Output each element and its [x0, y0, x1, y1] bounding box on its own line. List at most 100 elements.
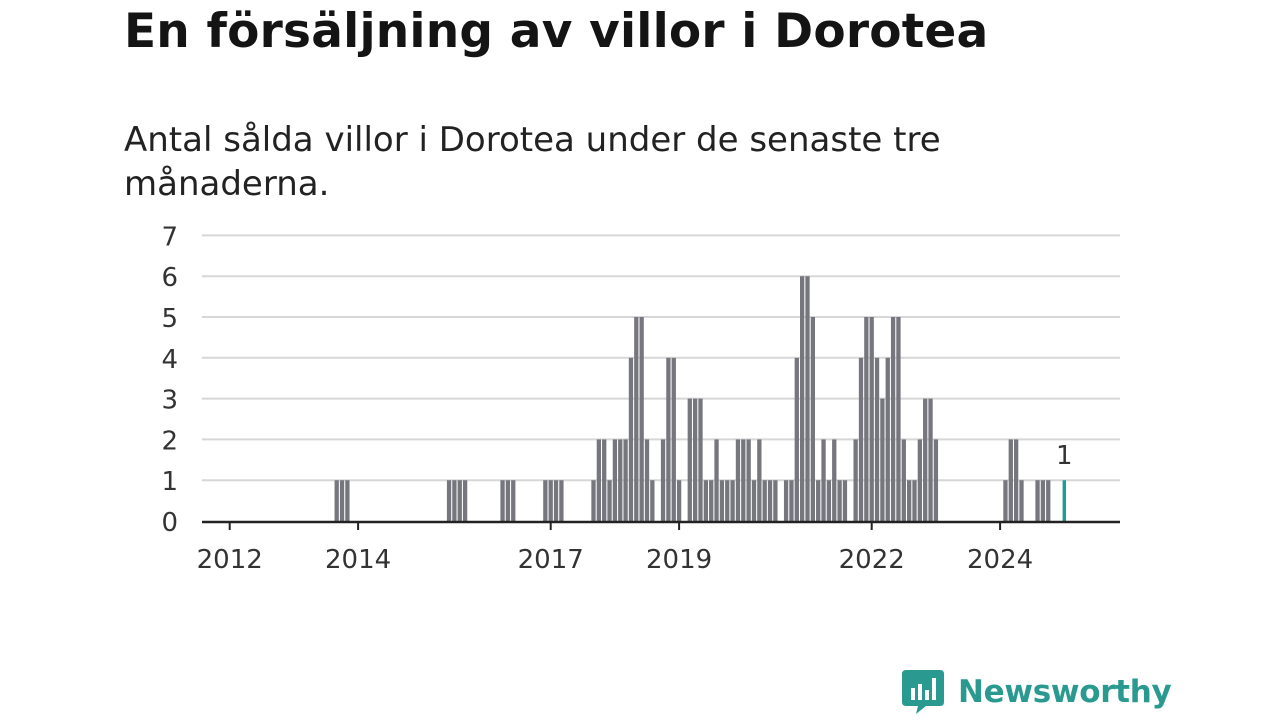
bar: [789, 480, 794, 521]
bar: [741, 439, 746, 521]
bar: [602, 439, 607, 521]
bar: [730, 480, 735, 521]
bar: [923, 398, 928, 521]
bar: [666, 357, 671, 521]
bar: [885, 357, 890, 521]
x-tick-label: 2019: [646, 545, 712, 575]
bar: [500, 480, 505, 521]
bar: [703, 480, 708, 521]
y-tick-label: 5: [161, 304, 178, 334]
bar: [853, 439, 858, 521]
bar: [810, 317, 815, 521]
bar: [462, 480, 468, 521]
bar-chart-speech-bubble-icon: [902, 670, 944, 714]
bar: [623, 439, 628, 521]
bar: [339, 480, 345, 521]
y-tick-label: 2: [161, 426, 178, 456]
bar: [719, 480, 725, 521]
bar: [709, 480, 714, 521]
highlight-value-label: 1: [1056, 441, 1073, 471]
bar: [933, 439, 939, 521]
bar: [901, 439, 906, 521]
bar: [1003, 480, 1008, 521]
bar: [837, 480, 842, 521]
bar: [345, 480, 350, 521]
y-axis-labels: 0 1 2 3 4 5 6 7: [161, 222, 178, 538]
bar: [869, 317, 874, 521]
bar: [644, 439, 650, 521]
bar: [1019, 480, 1024, 521]
bar: [816, 480, 821, 521]
x-tick-label: 2024: [967, 545, 1033, 575]
bar: [457, 480, 462, 521]
bar: [687, 398, 692, 521]
bar: [334, 480, 339, 521]
chart-title: En försäljning av villor i Dorotea: [124, 4, 989, 59]
bars: [334, 276, 1066, 521]
bar: [917, 439, 922, 521]
bar: [896, 317, 901, 521]
annotations: 1: [1056, 441, 1073, 471]
bar: [505, 480, 511, 521]
y-tick-label: 6: [161, 263, 178, 293]
bar: [671, 357, 676, 521]
bar: [553, 480, 559, 521]
bar: [800, 276, 805, 521]
y-tick-label: 1: [161, 467, 178, 497]
bar: [735, 439, 741, 521]
bar: [607, 480, 612, 521]
bar: [543, 480, 548, 521]
bar: [676, 480, 682, 521]
bar: [1046, 480, 1051, 521]
bar: [650, 480, 655, 521]
bar: [874, 357, 880, 521]
bar: [511, 480, 516, 521]
newsworthy-logo: Newsworthy: [902, 670, 1172, 714]
brand-name: Newsworthy: [958, 674, 1172, 710]
bar: [714, 439, 719, 521]
bar: [783, 480, 789, 521]
bar: [912, 480, 917, 521]
chart-subtitle: Antal sålda villor i Dorotea under de se…: [124, 120, 941, 204]
bar: [634, 317, 639, 521]
gridlines: [202, 234, 1120, 482]
bar-highlight: [1062, 480, 1066, 521]
bar: [928, 398, 933, 521]
bar: [805, 276, 810, 521]
bar: [618, 439, 623, 521]
bar: [452, 480, 457, 521]
bar: [746, 439, 751, 521]
bar: [693, 398, 698, 521]
bar: [1008, 439, 1013, 521]
bar: [842, 480, 848, 521]
bar: [880, 398, 885, 521]
bar: [591, 480, 596, 521]
bar: [762, 480, 767, 521]
bar: [1014, 439, 1019, 521]
bar: [698, 398, 703, 521]
bar: [639, 317, 644, 521]
y-tick-label: 7: [161, 222, 178, 252]
bar: [559, 480, 564, 521]
x-tick-label: 2017: [518, 545, 584, 575]
x-tick-label: 2012: [197, 545, 263, 575]
bar: [907, 480, 912, 521]
bar: [832, 439, 837, 521]
bar: [826, 480, 832, 521]
bar: [794, 357, 799, 521]
x-axis-ticks: 2012 2014 2017 2019 2022 2024: [197, 522, 1033, 575]
bar: [596, 439, 601, 521]
bar: [858, 357, 864, 521]
bar: [548, 480, 553, 521]
bar: [660, 439, 666, 521]
bar: [864, 317, 869, 521]
bar: [757, 439, 762, 521]
y-tick-label: 4: [161, 345, 178, 375]
bar: [751, 480, 757, 521]
bar: [890, 317, 896, 521]
bar: [773, 480, 778, 521]
bar: [767, 480, 773, 521]
bar: [612, 439, 618, 521]
bar: [1035, 480, 1040, 521]
bar: [821, 439, 826, 521]
